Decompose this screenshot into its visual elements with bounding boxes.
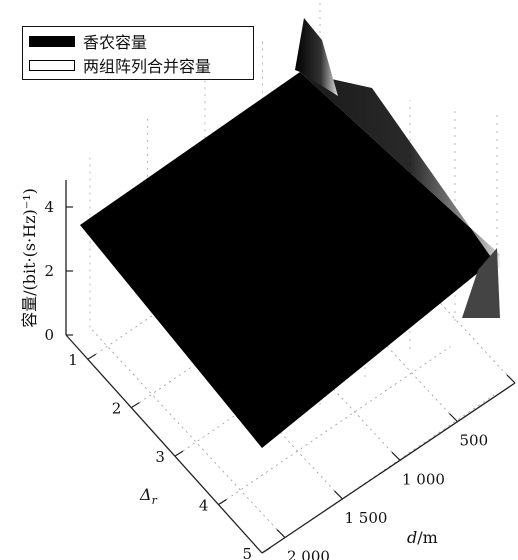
legend-item-shannon: 香农容量: [29, 30, 147, 52]
x-tick-label-1500: 1 500: [345, 509, 388, 527]
legend-item-merged: 两组阵列合并容量: [29, 54, 211, 76]
grid-line-x-2000: [89, 327, 278, 530]
surface-right-bump: [462, 248, 500, 318]
y-axis-label-var: Δ: [139, 485, 152, 504]
y-tick-label-5: 5: [242, 545, 252, 560]
y-tick-label-1: 1: [68, 351, 78, 369]
legend-swatch-merged: [29, 59, 75, 71]
x-tick-2000: [276, 529, 286, 538]
x-tick-1000: [391, 451, 401, 461]
z-tick-label-4: 4: [44, 198, 54, 216]
surface-plateau: [80, 72, 500, 448]
y-tick-label-2: 2: [112, 400, 122, 418]
tick-marks: [66, 206, 516, 554]
x-tick-label-2000: 2 000: [287, 548, 330, 560]
x-axis-label-var: d: [407, 528, 417, 547]
x-tick-0: [506, 374, 516, 384]
z-axis-label: 容量/(bit·(s·Hz)⁻¹): [20, 188, 39, 328]
y-tick-label-4: 4: [199, 497, 209, 515]
y-tick-label-3: 3: [155, 448, 165, 466]
surface-peak: [295, 18, 338, 96]
x-tick-1500: [334, 490, 343, 500]
axes: [65, 180, 516, 554]
y-tick-1: [87, 353, 97, 360]
x-tick-label-1000: 1 000: [402, 470, 445, 488]
legend: 香农容量 两组阵列合并容量: [22, 26, 254, 80]
legend-label-merged: 两组阵列合并容量: [83, 57, 212, 76]
x-tick-label-500: 500: [460, 432, 489, 450]
y-axis-label-sub: r: [152, 494, 158, 507]
legend-swatch-shannon: [29, 35, 75, 47]
z-tick-label-2: 2: [44, 262, 54, 280]
y-tick-2: [131, 402, 140, 409]
y-axis-label: Δr: [139, 485, 158, 507]
z-tick-label-0: 0: [44, 326, 54, 344]
y-tick-4: [218, 499, 227, 506]
y-tick-5: [261, 547, 271, 554]
y-tick-3: [174, 450, 184, 457]
x-axis-label-unit: /m: [417, 528, 438, 547]
x-tick-500: [449, 413, 458, 423]
x-axis-label: d/m: [407, 528, 438, 547]
legend-label-shannon: 香农容量: [83, 33, 148, 52]
